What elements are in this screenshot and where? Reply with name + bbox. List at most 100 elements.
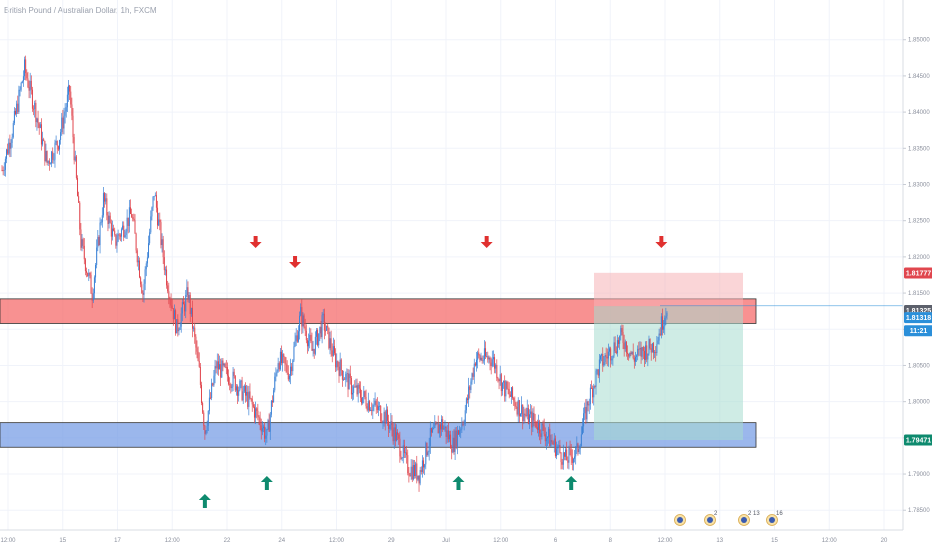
candle-body xyxy=(350,378,352,395)
candle-body xyxy=(118,234,120,236)
candle-body xyxy=(49,163,51,165)
candle-body xyxy=(81,239,83,248)
candle-body xyxy=(442,419,444,430)
candle-body xyxy=(301,307,303,327)
candle-body xyxy=(134,220,136,234)
candle-body xyxy=(139,260,141,278)
candle-body xyxy=(17,103,19,112)
candle-body xyxy=(314,336,316,354)
candle-body xyxy=(587,401,589,406)
candle-body xyxy=(403,445,405,454)
candle-body xyxy=(229,384,231,386)
candle-body xyxy=(597,369,599,376)
candle-body xyxy=(167,285,169,292)
candle-body xyxy=(654,351,656,353)
time-tick-label: 20 xyxy=(881,538,888,544)
candle-body xyxy=(512,387,514,399)
price-tag xyxy=(904,325,932,337)
candle-body xyxy=(397,432,399,435)
candle-body xyxy=(366,406,368,411)
time-tick-label: 12:00 xyxy=(165,538,181,544)
candle-body xyxy=(255,408,257,418)
candle-body xyxy=(235,386,237,391)
candle-body xyxy=(389,425,391,429)
candle-body xyxy=(137,260,139,263)
candle-body xyxy=(36,118,38,123)
candle-body xyxy=(71,104,73,116)
candle-body xyxy=(655,351,657,354)
candle-body xyxy=(385,409,387,424)
candle-body xyxy=(361,397,363,404)
candle-body xyxy=(25,59,27,74)
candle-body xyxy=(508,389,510,395)
candle-body xyxy=(260,425,262,432)
event-badges[interactable]: 2 2 13 16 xyxy=(674,511,784,526)
candle-body xyxy=(664,317,666,327)
candle-body xyxy=(267,420,269,430)
candle-body xyxy=(571,456,573,463)
candle-body xyxy=(339,359,341,376)
time-axis[interactable]: 12:00 15 17 12:00 22 24 12:00 29 Jul 12:00 6 8 12:00… xyxy=(0,529,903,544)
stop-loss-area[interactable] xyxy=(594,272,743,307)
arrow-markers xyxy=(198,236,668,508)
candle-body xyxy=(343,378,345,380)
candle-body xyxy=(467,398,468,401)
candle-body xyxy=(476,359,478,366)
price-tag-label: 1.79471 xyxy=(906,437,931,444)
candle-body xyxy=(208,397,210,411)
candle-body xyxy=(530,411,532,415)
candle-body xyxy=(154,195,156,197)
candle-body xyxy=(335,353,337,368)
candle-body xyxy=(552,442,554,445)
candle-body xyxy=(214,366,216,376)
candle-body xyxy=(125,231,127,236)
candle-body xyxy=(400,456,402,459)
price-axis[interactable]: 1.85000 1.84500 1.84000 1.83500 1.83000 1.825… xyxy=(902,0,930,530)
position-tool[interactable] xyxy=(594,272,743,441)
candle-body xyxy=(295,335,297,341)
candle-body xyxy=(207,410,209,426)
candle-body xyxy=(27,78,29,88)
candle-body xyxy=(534,420,536,422)
candle-body xyxy=(453,437,455,452)
candle-body xyxy=(72,115,74,138)
candle-body xyxy=(500,374,502,392)
candle-body xyxy=(302,315,304,327)
candle-body xyxy=(262,426,264,429)
candle-body xyxy=(392,429,394,442)
candle-body xyxy=(543,425,545,435)
candle-body xyxy=(126,217,128,232)
candle-body xyxy=(329,338,331,349)
candle-body xyxy=(565,449,567,457)
candle-body xyxy=(551,439,553,443)
candle-body xyxy=(306,340,308,347)
candle-body xyxy=(265,435,267,439)
take-profit-area[interactable] xyxy=(594,306,743,441)
candle-body xyxy=(328,327,330,349)
candle-body xyxy=(169,298,171,300)
candle-body xyxy=(327,325,329,328)
candle-body xyxy=(283,354,285,358)
candle-body xyxy=(503,380,505,383)
candle-body xyxy=(536,427,538,430)
candle-body xyxy=(656,344,658,354)
candle-body xyxy=(149,232,151,244)
candle-body xyxy=(150,216,152,233)
candle-body xyxy=(315,330,317,337)
candle-body xyxy=(60,132,62,140)
arrow-up-icon xyxy=(452,476,465,490)
candle-body xyxy=(363,391,365,398)
candle-body xyxy=(248,391,250,407)
candle-body xyxy=(51,151,53,164)
candle-body xyxy=(309,334,311,341)
candle-body xyxy=(242,391,244,401)
candle-body xyxy=(240,380,242,382)
candle-body xyxy=(141,284,143,293)
candle-body xyxy=(276,371,278,374)
candle-body xyxy=(454,430,456,452)
candle-body xyxy=(619,335,621,344)
candle-body xyxy=(216,361,218,369)
candle-body xyxy=(585,407,587,420)
candle-body xyxy=(341,370,343,380)
